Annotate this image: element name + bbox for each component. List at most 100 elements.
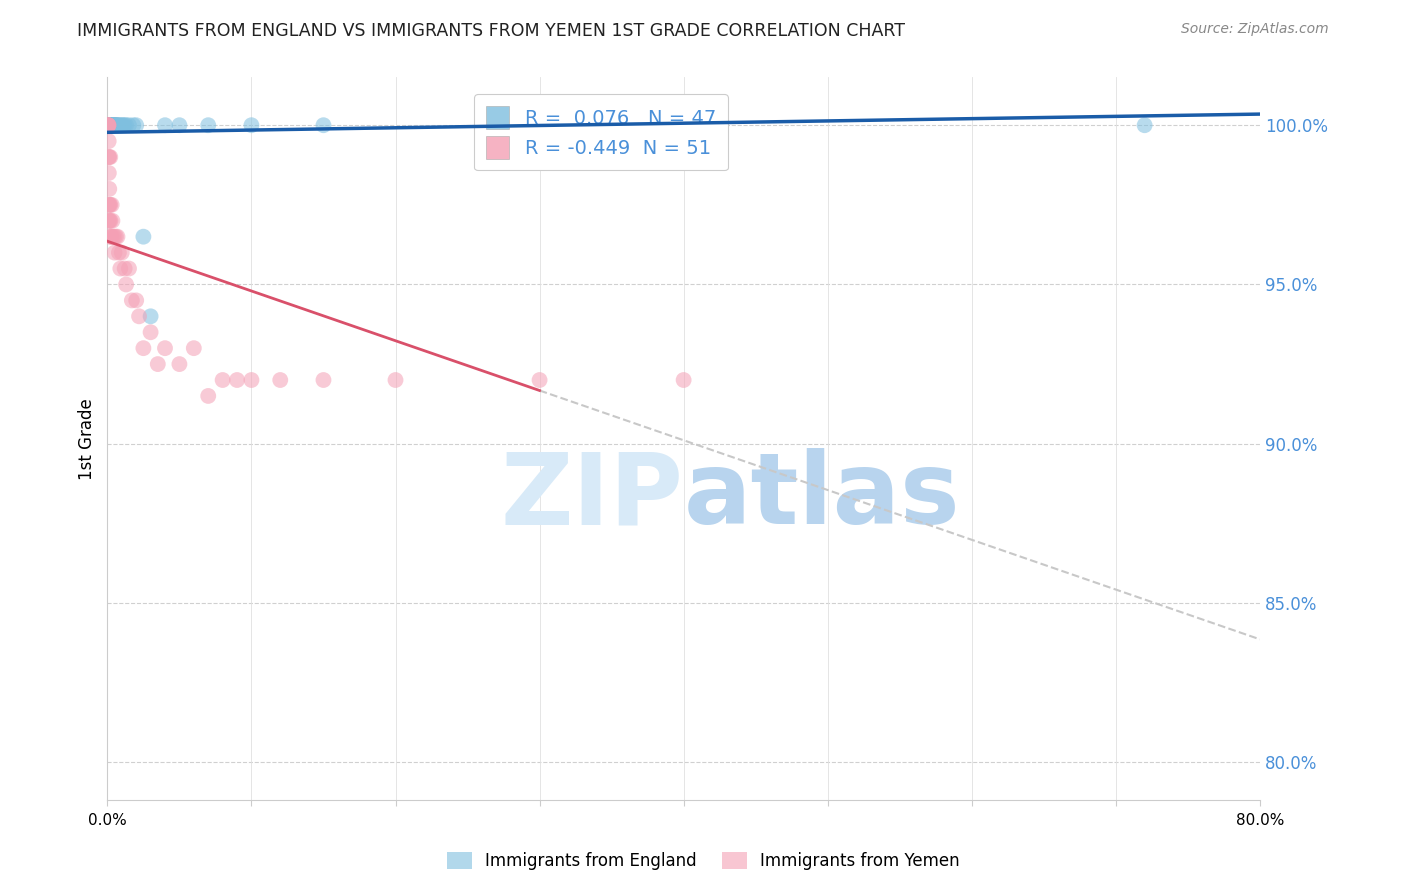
Point xyxy=(112,118,135,132)
Point xyxy=(98,118,121,132)
Point xyxy=(197,118,219,132)
Legend: Immigrants from England, Immigrants from Yemen: Immigrants from England, Immigrants from… xyxy=(440,845,966,877)
Point xyxy=(101,213,124,227)
Point xyxy=(118,118,141,132)
Point xyxy=(169,357,191,371)
Point xyxy=(98,150,121,164)
Point xyxy=(125,293,148,308)
Point xyxy=(97,150,120,164)
Point xyxy=(108,118,131,132)
Point xyxy=(110,261,132,276)
Point xyxy=(183,341,205,355)
Point xyxy=(115,118,138,132)
Point xyxy=(100,229,122,244)
Point xyxy=(97,118,120,132)
Point xyxy=(103,245,125,260)
Point xyxy=(98,198,121,212)
Point xyxy=(226,373,249,387)
Point xyxy=(110,118,132,132)
Point xyxy=(100,118,122,132)
Point xyxy=(101,118,124,132)
Point xyxy=(153,341,176,355)
Point xyxy=(105,118,128,132)
Point xyxy=(101,118,124,132)
Point xyxy=(105,118,128,132)
Point xyxy=(98,118,121,132)
Legend: R =  0.076   N = 47, R = -0.449  N = 51: R = 0.076 N = 47, R = -0.449 N = 51 xyxy=(474,95,728,170)
Point xyxy=(115,277,138,292)
Point xyxy=(98,118,121,132)
Point xyxy=(97,118,120,132)
Point xyxy=(139,310,162,324)
Point xyxy=(98,118,121,132)
Point xyxy=(1133,118,1156,132)
Point xyxy=(97,118,120,132)
Point xyxy=(197,389,219,403)
Text: atlas: atlas xyxy=(683,449,960,545)
Point xyxy=(114,261,136,276)
Point xyxy=(98,150,121,164)
Point xyxy=(121,293,143,308)
Point xyxy=(108,245,131,260)
Point xyxy=(97,134,120,148)
Y-axis label: 1st Grade: 1st Grade xyxy=(79,398,96,480)
Point xyxy=(125,118,148,132)
Point xyxy=(100,198,122,212)
Text: IMMIGRANTS FROM ENGLAND VS IMMIGRANTS FROM YEMEN 1ST GRADE CORRELATION CHART: IMMIGRANTS FROM ENGLAND VS IMMIGRANTS FR… xyxy=(77,22,905,40)
Point xyxy=(98,229,121,244)
Point xyxy=(139,325,162,339)
Point xyxy=(97,118,120,132)
Point xyxy=(100,229,122,244)
Point xyxy=(100,213,122,227)
Point xyxy=(103,118,125,132)
Point xyxy=(111,245,134,260)
Point xyxy=(100,118,122,132)
Point xyxy=(97,166,120,180)
Point xyxy=(97,118,120,132)
Point xyxy=(114,118,136,132)
Point xyxy=(103,118,125,132)
Point xyxy=(97,118,120,132)
Point xyxy=(312,373,335,387)
Point xyxy=(97,118,120,132)
Point xyxy=(103,118,125,132)
Point xyxy=(107,229,129,244)
Point xyxy=(153,118,176,132)
Point xyxy=(240,373,263,387)
Point xyxy=(97,118,120,132)
Point xyxy=(100,118,122,132)
Point xyxy=(132,341,155,355)
Point xyxy=(101,118,124,132)
Point xyxy=(97,118,120,132)
Point xyxy=(103,229,125,244)
Point xyxy=(97,198,120,212)
Text: Source: ZipAtlas.com: Source: ZipAtlas.com xyxy=(1181,22,1329,37)
Point xyxy=(98,118,121,132)
Point xyxy=(97,118,120,132)
Point xyxy=(101,229,124,244)
Point xyxy=(107,118,129,132)
Point xyxy=(104,118,127,132)
Point xyxy=(98,198,121,212)
Point xyxy=(98,118,121,132)
Point xyxy=(107,118,129,132)
Point xyxy=(98,182,121,196)
Point xyxy=(98,213,121,227)
Text: ZIP: ZIP xyxy=(501,449,683,545)
Point xyxy=(100,118,122,132)
Point xyxy=(98,118,121,132)
Point xyxy=(105,229,128,244)
Point xyxy=(672,373,695,387)
Point xyxy=(169,118,191,132)
Point xyxy=(98,118,121,132)
Point xyxy=(240,118,263,132)
Point xyxy=(146,357,169,371)
Point xyxy=(100,118,122,132)
Point xyxy=(312,118,335,132)
Point xyxy=(211,373,233,387)
Point xyxy=(529,373,551,387)
Point xyxy=(98,118,121,132)
Point xyxy=(111,118,134,132)
Point xyxy=(128,310,150,324)
Point xyxy=(122,118,145,132)
